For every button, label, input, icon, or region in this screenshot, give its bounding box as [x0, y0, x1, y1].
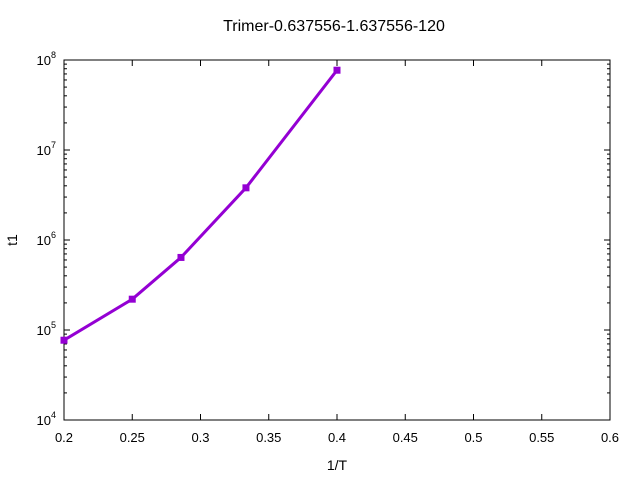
x-tick-label: 0.45 [393, 430, 418, 445]
y-tick-label: 108 [37, 50, 56, 68]
data-point [177, 253, 185, 261]
y-tick-label: 105 [37, 320, 56, 338]
x-axis-label: 1/T [327, 457, 348, 473]
axis-ticks [63, 59, 611, 421]
y-tick-base: 10 [37, 323, 51, 338]
x-tick-label: 0.2 [55, 430, 73, 445]
x-tick-label: 0.35 [256, 430, 281, 445]
x-tick-label: 0.3 [191, 430, 209, 445]
chart-title: Trimer-0.637556-1.637556-120 [223, 18, 445, 35]
x-tick-labels: 0.2 0.25 0.3 0.35 0.4 0.45 0.5 0.55 0.6 [55, 430, 619, 445]
y-tick-exponent: 8 [51, 50, 56, 60]
x-tick-label: 0.55 [529, 430, 554, 445]
y-tick-label: 104 [37, 410, 56, 428]
data-point [128, 295, 136, 303]
data-point [60, 336, 68, 344]
series-group [60, 66, 341, 344]
x-tick-label: 0.5 [464, 430, 482, 445]
series-line [63, 69, 339, 342]
y-tick-label: 107 [37, 140, 56, 158]
data-point [333, 66, 341, 74]
x-tick-label: 0.25 [120, 430, 145, 445]
x-tick-label: 0.4 [328, 430, 346, 445]
data-point [242, 184, 250, 192]
y-tick-label: 106 [37, 230, 56, 248]
x-tick-label: 0.6 [601, 430, 619, 445]
y-axis-label: t1 [4, 234, 20, 246]
plot-frame [63, 59, 611, 421]
y-tick-base: 10 [37, 143, 51, 158]
y-tick-exponent: 5 [51, 320, 56, 330]
y-tick-base: 10 [37, 233, 51, 248]
y-tick-base: 10 [37, 413, 51, 428]
y-tick-exponent: 4 [51, 410, 56, 420]
y-tick-exponent: 6 [51, 230, 56, 240]
y-tick-base: 10 [37, 53, 51, 68]
y-tick-exponent: 7 [51, 140, 56, 150]
